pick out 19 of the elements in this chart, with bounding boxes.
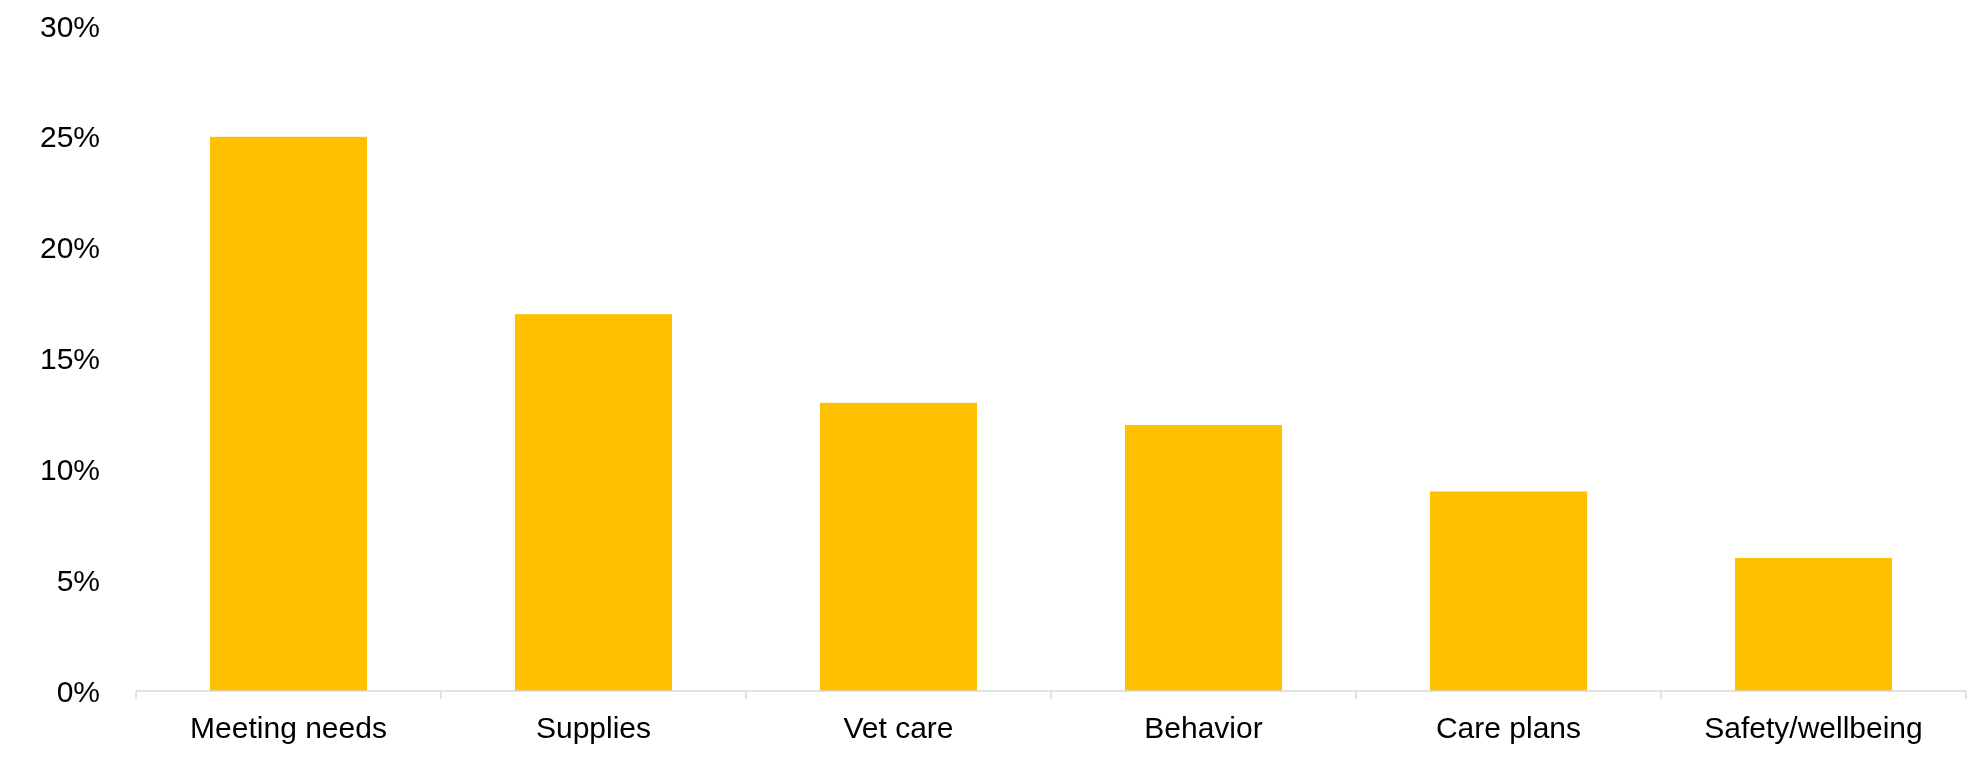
bar bbox=[1124, 425, 1283, 691]
bar bbox=[819, 402, 978, 691]
y-tick-label: 0% bbox=[56, 674, 100, 708]
x-tick-label: Safety/wellbeing bbox=[1704, 711, 1923, 744]
y-tick-label: 25% bbox=[39, 120, 100, 154]
bar bbox=[1734, 558, 1893, 691]
x-tick-label: Meeting needs bbox=[190, 711, 387, 744]
y-tick-label: 15% bbox=[39, 342, 100, 375]
bar bbox=[514, 314, 673, 691]
x-tick-label: Care plans bbox=[1435, 711, 1582, 744]
x-tick-label: Behavior bbox=[1144, 711, 1263, 744]
y-tick-label: 10% bbox=[39, 452, 100, 486]
x-tick-label: Vet care bbox=[843, 711, 954, 744]
bar bbox=[1429, 491, 1588, 691]
y-tick-label: 20% bbox=[39, 231, 100, 265]
y-tick-label: 5% bbox=[56, 563, 100, 597]
y-tick-label: 30% bbox=[39, 9, 100, 43]
bar bbox=[209, 136, 368, 691]
x-tick-label: Supplies bbox=[535, 711, 652, 744]
